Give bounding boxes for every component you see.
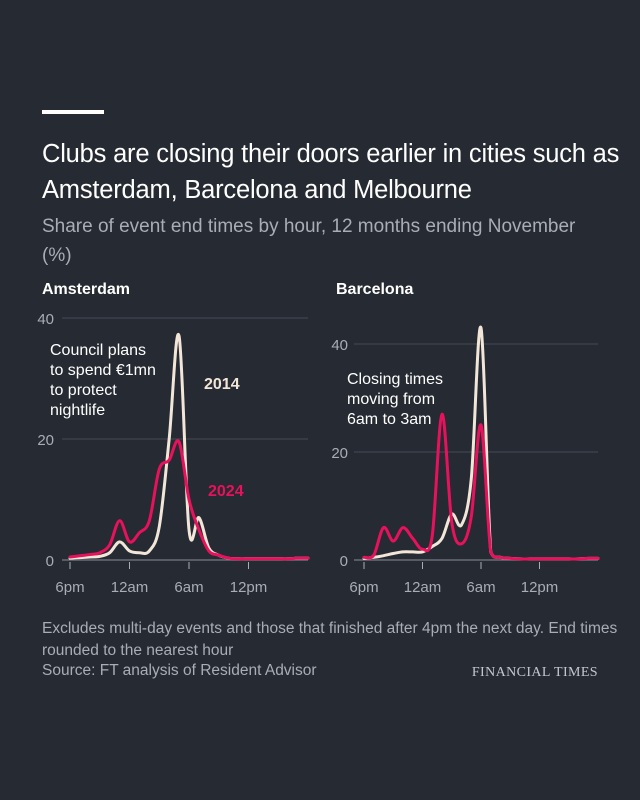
y-tick-label: 20	[37, 432, 54, 449]
x-tick-label: 12am	[111, 579, 149, 596]
x-tick-label: 6pm	[349, 579, 378, 596]
chart-panel-amsterdam: 0 20 40 6pm 12am 6am 12pm 2014 2024 Council plans…	[37, 311, 310, 596]
series-line-2014	[362, 325, 600, 561]
x-tick-label: 6pm	[55, 579, 84, 596]
series-line-2024	[68, 439, 310, 561]
chart-panel-barcelona: 0 20 40 6pm 12am 6am 12pm Closing times moving f…	[331, 325, 600, 596]
title-rule	[42, 110, 104, 114]
x-tick-label: 12pm	[521, 579, 559, 596]
x-tick-label: 6am	[466, 579, 495, 596]
chart-title: Clubs are closing their doors earlier in…	[42, 140, 620, 204]
panel-title-barcelona: Barcelona	[336, 281, 414, 298]
annotation-line: Council plans	[50, 342, 146, 359]
y-tick-label: 40	[331, 337, 348, 354]
series-line-2024	[362, 412, 600, 561]
y-tick-label: 0	[340, 553, 348, 570]
annotation-line: to spend €1mn	[50, 362, 156, 379]
series-label-2014: 2014	[204, 376, 240, 393]
source-note: Source: FT analysis of Resident Advisor	[42, 662, 317, 679]
footnote: Excludes multi-day events and those that…	[42, 620, 618, 659]
annotation-amsterdam: Council plans to spend €1mn to protect nigh…	[50, 342, 156, 419]
annotation-line: to protect	[50, 382, 117, 399]
annotation-barcelona: Closing times moving from 6am to 3am	[347, 371, 443, 428]
x-tick-label: 12am	[404, 579, 442, 596]
series-label-2024: 2024	[208, 483, 244, 500]
y-tick-label: 40	[37, 311, 54, 328]
annotation-line: Closing times	[347, 371, 443, 388]
ft-brand-logo: FINANCIAL TIMES	[471, 665, 598, 680]
annotation-line: 6am to 3am	[347, 411, 431, 428]
annotation-line: nightlife	[50, 402, 105, 419]
chart-subtitle: Share of event end times by hour, 12 mon…	[42, 216, 576, 266]
y-tick-label: 0	[46, 553, 54, 570]
x-tick-label: 6am	[174, 579, 203, 596]
y-tick-label: 20	[331, 445, 348, 462]
x-tick-label: 12pm	[230, 579, 268, 596]
panel-title-amsterdam: Amsterdam	[42, 281, 131, 298]
annotation-line: moving from	[347, 391, 435, 408]
